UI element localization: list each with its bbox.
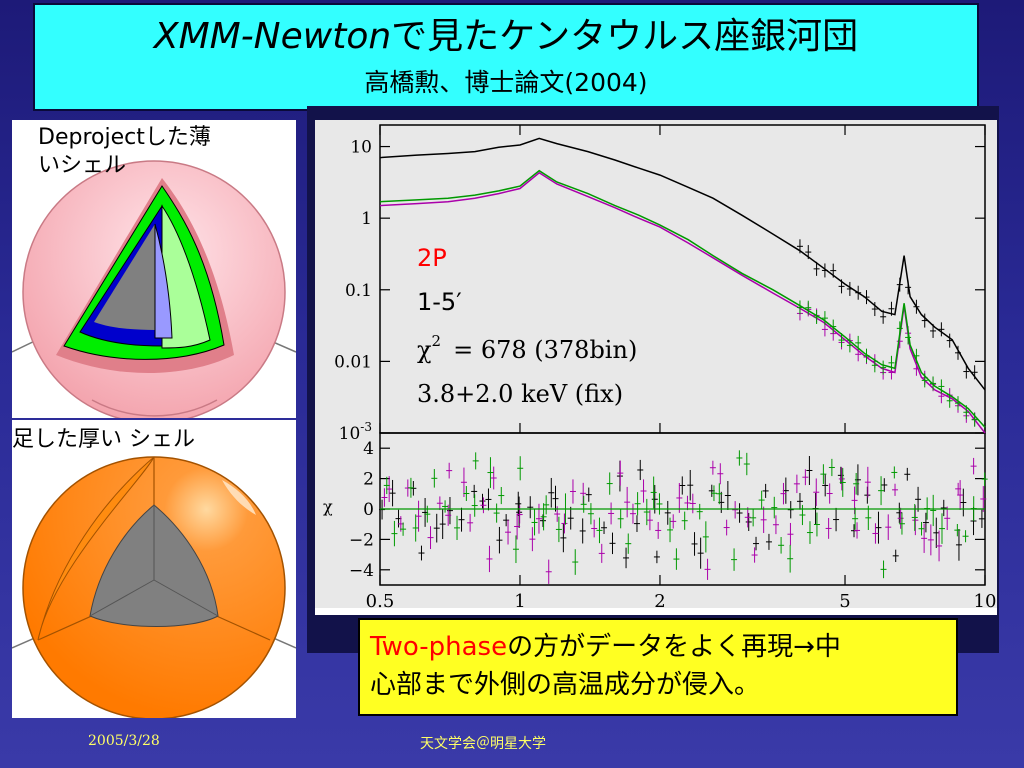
title-italic: XMM-Newton xyxy=(153,16,392,57)
y-tick-label: 1 xyxy=(361,209,372,229)
thin-shell-label-line2: いシェル xyxy=(38,153,127,178)
x-tick-label: 10 xyxy=(974,591,997,612)
series-line xyxy=(379,171,986,434)
thin-shell-illustration xyxy=(12,160,296,418)
series-line xyxy=(379,137,986,391)
model-label: 2P xyxy=(417,244,447,272)
note-line2: 心部まで外側の高温成分が侵入。 xyxy=(370,670,761,700)
slide-title: XMM-Newtonで見たケンタウルス座銀河団 xyxy=(35,15,977,59)
y-tick-label: 0.01 xyxy=(334,352,372,372)
residual-series xyxy=(379,450,988,584)
region-label: 1-5′ xyxy=(417,288,462,316)
y-tick-label: 10-3 xyxy=(339,420,372,444)
note-highlight: Two-phase xyxy=(370,632,508,662)
spectrum-series xyxy=(379,137,986,434)
conclusion-note: Two-phaseの方がデータをよく再現→中 心部まで外側の高温成分が侵入。 xyxy=(358,618,958,716)
x-ticks: 0.5 1 2 5 10 xyxy=(366,125,997,612)
temps-label: 3.8+2.0 keV (fix) xyxy=(417,380,623,408)
y-tick-label: 0.1 xyxy=(345,281,372,301)
x-tick-label: 2 xyxy=(654,591,665,612)
thick-shell-label: 足した厚い シェル xyxy=(12,427,195,452)
series-line xyxy=(379,169,986,428)
spectrum-plot: 10 1 0.1 0.01 10-3 4 2 0 −2 −4 0.5 1 2 5 10 χ 2P 1-5… xyxy=(315,120,997,615)
title-box: XMM-Newtonで見たケンタウルス座銀河団 高橋勲、博士論文(2004) xyxy=(33,3,979,111)
y-tick-label: 0 xyxy=(363,500,374,520)
x-tick-label: 1 xyxy=(514,591,525,612)
note-line1-rest: の方がデータをよく再現→中 xyxy=(507,632,841,662)
chi2-text: = 678 (378bin) xyxy=(453,336,637,364)
y-tick-label: 10 xyxy=(350,138,372,158)
bottom-y-ticks: 4 2 0 −2 −4 xyxy=(349,439,985,581)
top-y-ticks: 10 1 0.1 0.01 10-3 xyxy=(334,138,985,444)
slide-subtitle: 高橋勲、博士論文(2004) xyxy=(364,68,648,97)
chi2-symbol: χ xyxy=(417,336,432,364)
y-tick-label: −4 xyxy=(349,561,374,581)
thick-shell-illustration xyxy=(12,456,296,718)
thin-shell-label: Deprojectした薄 いシェル xyxy=(38,124,211,180)
thick-shell-panel: 足した厚い シェル xyxy=(12,420,296,718)
thin-shell-panel: Deprojectした薄 いシェル xyxy=(12,120,296,418)
chi2-exp: 2 xyxy=(432,332,442,350)
note-line1: Two-phaseの方がデータをよく再現→中 xyxy=(370,628,946,666)
x-tick-label: 0.5 xyxy=(366,591,395,612)
title-rest: で見たケンタウルス座銀河団 xyxy=(391,16,859,57)
footer-date: 2005/3/28 xyxy=(88,733,160,749)
thin-shell-label-line1: Deprojectした薄 xyxy=(38,125,211,150)
ylabel-bottom: χ xyxy=(323,497,333,516)
x-tick-label: 5 xyxy=(839,591,850,612)
y-tick-label: 4 xyxy=(363,439,374,459)
footer-event: 天文学会＠明星大学 xyxy=(420,736,546,752)
chi2-label: χ2 = 678 (378bin) xyxy=(417,332,637,364)
y-tick-label: 2 xyxy=(363,470,374,490)
y-tick-label: −2 xyxy=(349,530,374,550)
